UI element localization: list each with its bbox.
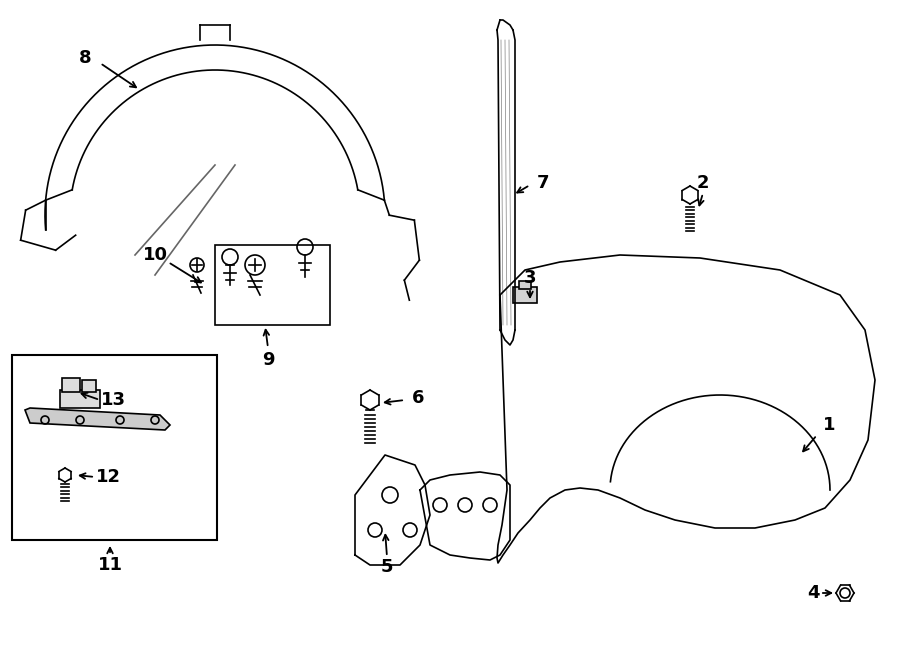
Text: 12: 12	[95, 468, 121, 486]
Text: 7: 7	[536, 174, 549, 192]
Bar	[513, 287, 537, 303]
Text: 11: 11	[97, 556, 122, 574]
Text: 3: 3	[524, 269, 536, 287]
Text: 8: 8	[78, 49, 91, 67]
Text: 4: 4	[806, 584, 819, 602]
Text: 6: 6	[412, 389, 424, 407]
Text: 10: 10	[142, 246, 167, 264]
Text: 2: 2	[697, 174, 709, 192]
Bar	[62, 378, 80, 392]
Bar	[519, 281, 531, 289]
Text: 13: 13	[101, 391, 125, 409]
Polygon shape	[25, 408, 170, 430]
Text: 1: 1	[823, 416, 835, 434]
Text: 5: 5	[381, 558, 393, 576]
Bar	[82, 380, 96, 392]
Bar	[60, 390, 100, 408]
Text: 9: 9	[262, 351, 274, 369]
